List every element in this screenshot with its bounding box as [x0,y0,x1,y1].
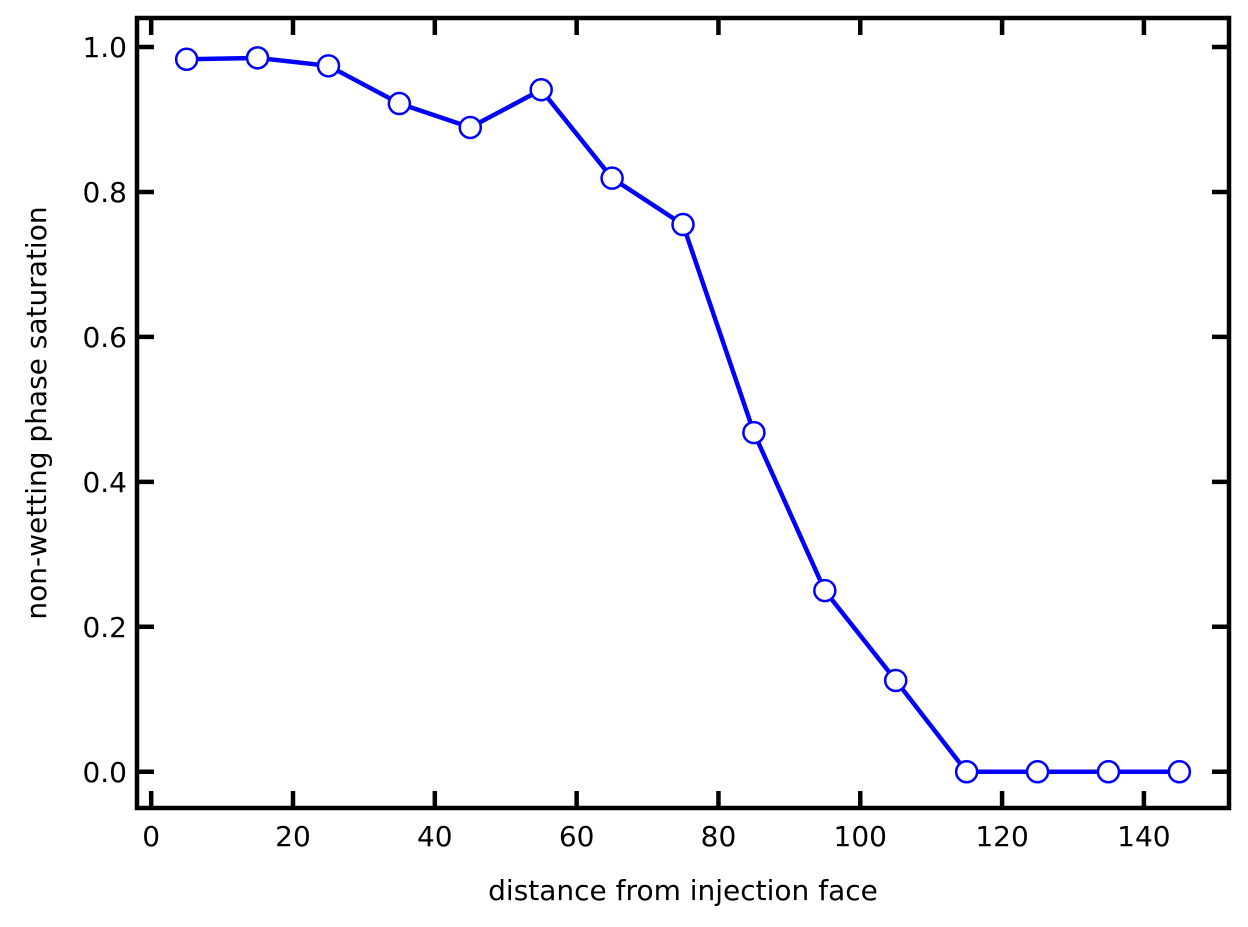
x-tick-label: 80 [701,820,737,853]
ticks-layer [137,18,1229,808]
x-tick-label: 100 [834,820,887,853]
plot-frame [134,15,1232,811]
data-point [387,91,412,116]
series-line [186,55,1180,775]
data-point [1096,760,1121,784]
data-point [245,46,270,70]
data-point [813,578,837,603]
data-point [529,78,553,102]
x-tick-label: 40 [417,820,453,853]
data-point [742,420,766,445]
data-point [600,166,624,190]
data-point [1025,760,1050,784]
data-point [174,47,199,72]
y-axis-label: non-wetting phase saturation [20,206,53,619]
y-tick-label: 1.0 [82,31,127,64]
y-tick-label: 0.4 [82,466,127,499]
data-point [883,668,908,693]
x-tick-label: 20 [275,820,311,853]
data-point [1167,760,1192,784]
x-tick-label: 120 [975,820,1028,853]
x-tick-label: 60 [559,820,595,853]
y-tick-label: 0.0 [82,756,127,789]
data-point [316,54,341,78]
labels-layer: 0 20 40 60 80 100 120 140 0.0 0.2 0.4 0.6 0.8 1.0 [82,31,1170,853]
data-point [671,212,695,237]
data-point [458,115,483,140]
y-tick-label: 0.2 [82,611,127,644]
data-point [954,760,979,784]
x-tick-label: 140 [1117,820,1170,853]
x-tick-label: 0 [142,820,160,853]
x-axis-label: distance from injection face [488,874,878,907]
y-tick-label: 0.6 [82,321,127,354]
series-layer [174,46,1192,784]
y-tick-label: 0.8 [82,176,127,209]
